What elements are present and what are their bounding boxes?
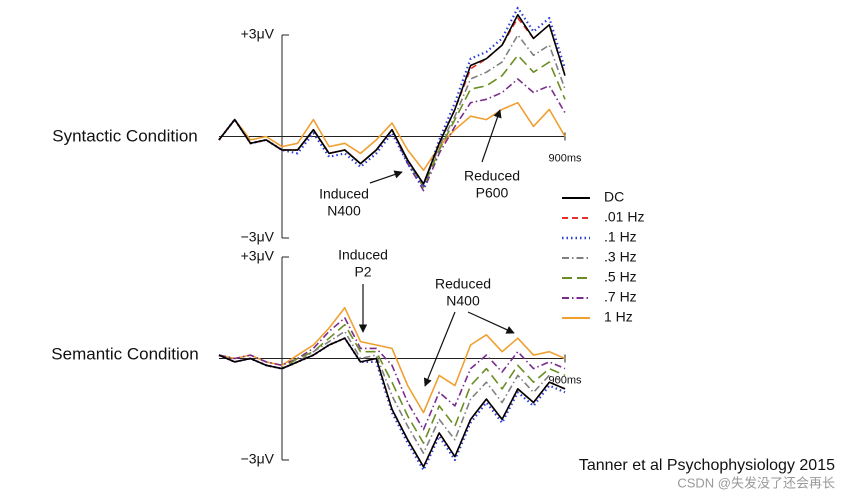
x-tick-label: 900ms <box>548 152 582 164</box>
panel-title: Syntactic Condition <box>52 126 198 145</box>
y-tick-label: +3μV <box>241 248 275 264</box>
legend: DC .01 Hz .1 Hz .3 Hz .5 Hz .7 Hz 1 Hz <box>562 189 644 325</box>
annotation: Induced <box>338 247 388 263</box>
waveform: .01 Hz <box>218 17 566 185</box>
panel: Syntactic Condition+3μV−3μV900ms1 Hz.7 H… <box>52 6 582 245</box>
waveform: DC <box>218 337 566 468</box>
legend-label: .3 Hz <box>604 249 637 265</box>
waveform: .7 Hz <box>218 317 566 431</box>
annotation: Reduced <box>464 168 520 184</box>
legend-label: 1 Hz <box>604 309 633 325</box>
waveform: .3 Hz <box>218 34 566 185</box>
waveform: 1 Hz <box>218 101 566 172</box>
waveform: DC <box>218 13 566 185</box>
annotation-arrow <box>423 311 456 387</box>
legend-label: .01 Hz <box>604 209 644 225</box>
panel: Semantic Condition+3μV−3μV900ms1 Hz.7 Hz… <box>51 247 582 472</box>
citation: Tanner et al Psychophysiology 2015 <box>579 457 835 474</box>
annotation: Induced <box>319 186 369 202</box>
waveform: .1 Hz <box>218 6 567 189</box>
annotation: N400 <box>446 293 480 309</box>
y-tick-label: −3μV <box>241 229 275 245</box>
y-tick-label: +3μV <box>241 26 275 42</box>
annotation: N400 <box>327 203 361 219</box>
annotation-arrow <box>467 311 515 334</box>
legend-label: .5 Hz <box>604 269 637 285</box>
annotation-arrow <box>481 109 502 163</box>
panel-title: Semantic Condition <box>51 344 198 363</box>
legend-label: .7 Hz <box>604 289 637 305</box>
x-tick-label: 900ms <box>548 374 582 386</box>
annotation: Reduced <box>435 276 491 292</box>
waveform: .1 Hz <box>218 337 566 472</box>
watermark: CSDN @失发没了还会再长 <box>677 475 835 490</box>
legend-label: DC <box>604 189 624 205</box>
y-tick-label: −3μV <box>241 451 275 467</box>
annotation-arrow <box>369 170 403 184</box>
annotation: P2 <box>354 264 371 280</box>
legend-label: .1 Hz <box>604 229 637 245</box>
annotation: P600 <box>476 185 509 201</box>
